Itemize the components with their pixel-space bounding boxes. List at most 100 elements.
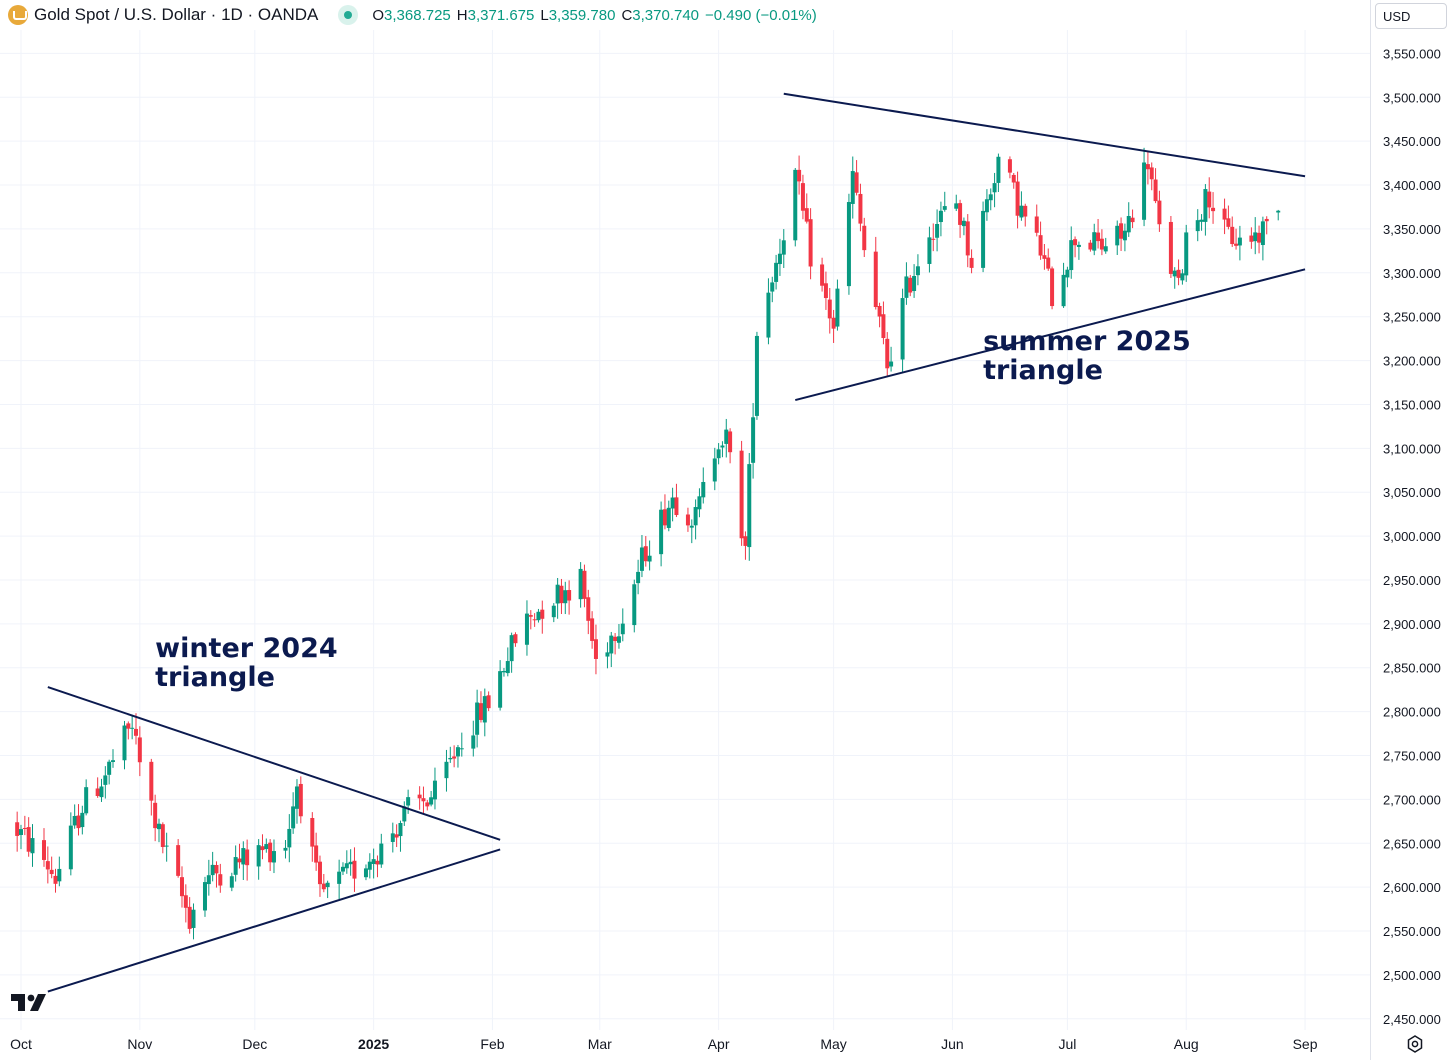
candle-body [425, 802, 430, 807]
y-tick-label: 2,650.000 [1383, 836, 1441, 851]
candle-down [176, 839, 181, 878]
candle-down [593, 624, 598, 675]
candle-body [1061, 274, 1066, 307]
candle-up [754, 331, 759, 420]
candle-body [578, 568, 583, 600]
candle-body [501, 671, 506, 673]
candle-up [337, 859, 342, 899]
candle-down [643, 536, 648, 567]
candle-body [1122, 230, 1127, 241]
y-tick-label: 2,550.000 [1383, 924, 1441, 939]
candle-up [291, 792, 296, 834]
candle-down [160, 822, 165, 854]
candle-body [314, 845, 319, 863]
trendline-winter-lower[interactable] [47, 848, 501, 993]
tradingview-logo[interactable] [10, 992, 50, 1014]
candle-body [321, 883, 326, 890]
price-axis[interactable]: 2,450.000 2,500.000 2,550.000 2,600.000 2,65… [1383, 46, 1441, 1026]
candle-body [30, 838, 35, 854]
candle-body [1103, 246, 1108, 252]
candle-up [57, 856, 62, 887]
candle-up [1069, 226, 1074, 279]
candle-up [751, 403, 756, 479]
candle-body [900, 298, 905, 360]
candle-up [793, 167, 798, 247]
candle-body [1023, 205, 1028, 217]
candle-body [659, 509, 664, 555]
candle-up [509, 632, 514, 673]
candle-up [271, 839, 276, 874]
candle-body [685, 514, 690, 526]
candle-body [927, 237, 932, 264]
candle-body [417, 794, 422, 799]
candle-down [873, 236, 878, 310]
candle-body [1145, 164, 1150, 170]
candle-body [632, 584, 637, 626]
candle-body [666, 507, 671, 528]
x-tick-label: Feb [480, 1036, 504, 1052]
candle-up [774, 254, 779, 290]
y-tick-label: 3,100.000 [1383, 441, 1441, 456]
candle-down [1119, 217, 1124, 252]
candle-body [325, 882, 330, 888]
candle-body [1230, 226, 1235, 245]
candle-down [831, 309, 836, 343]
candle-up [72, 804, 77, 829]
candle-down [268, 839, 273, 871]
candle-body [743, 536, 748, 546]
candle-down [1153, 168, 1158, 204]
candle-up [475, 689, 480, 748]
candle-body [218, 874, 223, 886]
time-axis[interactable]: Oct Nov Dec 2025 Feb Mar Apr May Jun Jul Aug Sep [10, 1036, 1318, 1052]
candle-body [153, 802, 158, 829]
candle-down [1007, 156, 1012, 179]
candle-body [931, 238, 936, 240]
candle-down [540, 600, 545, 634]
candle-body [264, 844, 269, 850]
candle-up [1115, 220, 1120, 255]
candle-down [804, 193, 809, 224]
candle-up [1122, 223, 1127, 252]
candle-up [1103, 237, 1108, 254]
candle-body [1260, 221, 1265, 246]
candle-body [889, 361, 894, 367]
currency-selector[interactable]: USD [1375, 3, 1447, 29]
candle-down [827, 287, 832, 334]
candle-body [1234, 243, 1239, 246]
settings-icon[interactable] [1405, 1034, 1425, 1054]
trendline-layer[interactable] [47, 92, 1306, 993]
candle-up [777, 238, 782, 276]
candle-up [670, 487, 675, 522]
candle-body [693, 507, 698, 526]
candle-body [390, 833, 395, 842]
symbol-title[interactable]: Gold Spot / U.S. Dollar · 1D · OANDA [34, 5, 319, 24]
candle-up [693, 499, 698, 540]
change-value: −0.490 (−0.01%) [705, 6, 817, 24]
candle-body [1180, 273, 1185, 281]
candle-down [613, 633, 618, 655]
candle-body [1042, 255, 1047, 259]
candle-body [452, 756, 457, 759]
candle-body [402, 806, 407, 822]
trendline-winter-upper[interactable] [47, 686, 501, 841]
trendline-summer-upper[interactable] [783, 92, 1306, 178]
trendline-summer-lower[interactable] [795, 268, 1306, 402]
y-tick-label: 3,550.000 [1383, 46, 1441, 61]
candle-body [877, 306, 882, 317]
candle-down [908, 274, 913, 297]
candle-body [881, 314, 886, 339]
annotation-line: summer 2025 [983, 326, 1191, 357]
candle-down [179, 866, 184, 908]
candle-body [149, 761, 154, 801]
candle-body [1172, 270, 1177, 277]
candle-up [770, 276, 775, 303]
x-tick-label: 2025 [358, 1036, 389, 1052]
candle-body [1222, 208, 1227, 220]
candle-up [164, 832, 169, 862]
candle-up [563, 581, 568, 615]
candle-body [310, 818, 315, 847]
candle-up [229, 872, 234, 892]
candle-body [582, 570, 587, 599]
candle-body [498, 671, 503, 708]
